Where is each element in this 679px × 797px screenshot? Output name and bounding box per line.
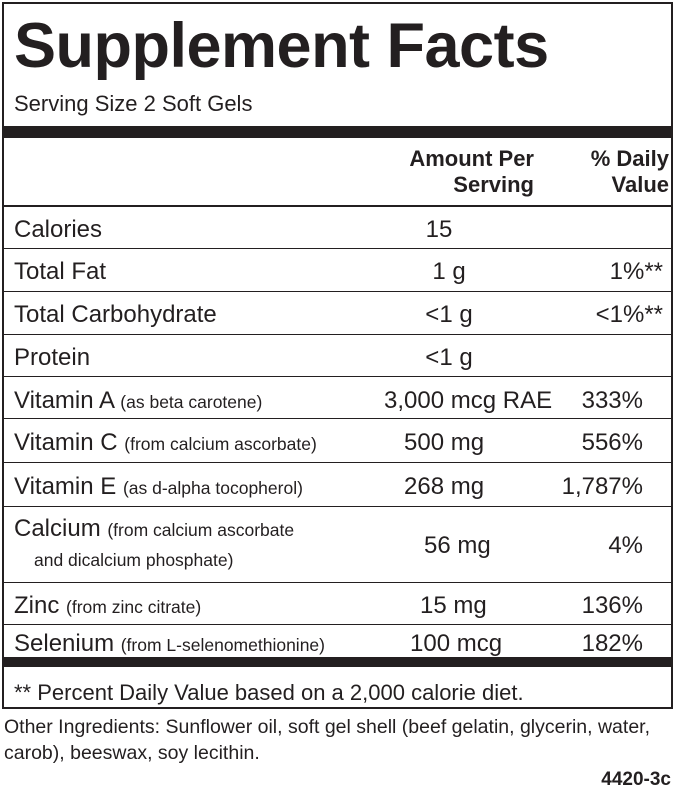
nutrient-amount: 500 mg — [404, 429, 485, 456]
nutrient-row-vitamin-e: Vitamin E (as d-alpha tocopherol) 268 mg… — [4, 463, 671, 507]
dv-header-line1: % Daily — [590, 146, 669, 171]
nutrient-name: Calcium (from calcium ascorbate — [14, 515, 295, 542]
nutrient-source: (from L-selenomethionine) — [120, 635, 325, 655]
bottom-divider-bar — [4, 657, 671, 667]
nutrient-source: (as beta carotene) — [120, 392, 263, 412]
nutrient-daily-value: 182% — [581, 630, 643, 657]
nutrient-row-zinc: Zinc (from zinc citrate) 15 mg 136% — [4, 583, 671, 625]
amount-header-line2: Serving — [453, 172, 534, 197]
nutrient-daily-value: 4% — [608, 532, 643, 559]
nutrient-amount: 268 mg — [404, 473, 485, 500]
nutrient-row-total-fat: Total Fat 1 g 1%** — [4, 249, 671, 292]
nutrient-daily-value: 333% — [581, 387, 643, 414]
nutrient-daily-value: 1,787% — [561, 473, 643, 500]
row-divider — [4, 248, 671, 249]
nutrient-row-vitamin-c: Vitamin C (from calcium ascorbate) 500 m… — [4, 419, 671, 463]
product-code: 4420-3c — [601, 769, 671, 790]
supplement-facts-panel: Supplement Facts Serving Size 2 Soft Gel… — [2, 2, 673, 709]
row-divider — [4, 334, 671, 335]
nutrient-amount: <1 g — [425, 301, 473, 328]
nutrient-source: (from calcium ascorbate — [107, 520, 295, 540]
nutrient-daily-value: 556% — [581, 429, 643, 456]
row-divider — [4, 418, 671, 419]
row-divider — [4, 582, 671, 583]
row-divider — [4, 506, 671, 507]
nutrient-row-calories: Calories 15 — [4, 207, 671, 249]
other-ingredients: Other Ingredients: Sunflower oil, soft g… — [4, 716, 651, 764]
row-divider — [4, 462, 671, 463]
daily-value-header: % Daily Value — [559, 146, 669, 198]
nutrient-amount: 3,000 mcg RAE — [384, 387, 553, 414]
nutrient-amount: 1 g — [432, 258, 466, 285]
dv-header-line2: Value — [611, 172, 669, 197]
row-divider — [4, 376, 671, 377]
nutrient-daily-value: 1%** — [609, 258, 663, 285]
nutrient-source: (from zinc citrate) — [66, 597, 202, 617]
row-divider — [4, 291, 671, 292]
amount-header-line1: Amount Per — [409, 146, 534, 171]
nutrient-name: Total Carbohydrate — [14, 301, 217, 328]
header-divider — [4, 205, 671, 207]
nutrient-name: Zinc (from zinc citrate) — [14, 592, 202, 619]
nutrient-row-total-carbohydrate: Total Carbohydrate <1 g <1%** — [4, 292, 671, 335]
panel-title: Supplement Facts — [14, 11, 549, 81]
nutrient-name: Vitamin E (as d-alpha tocopherol) — [14, 473, 303, 500]
serving-size: Serving Size 2 Soft Gels — [14, 91, 253, 116]
nutrient-amount: 15 mg — [420, 592, 487, 619]
nutrient-daily-value: 136% — [581, 592, 643, 619]
nutrient-row-calcium: Calcium (from calcium ascorbate and dica… — [4, 507, 671, 583]
nutrient-amount: 100 mcg — [410, 630, 503, 657]
nutrient-name: Protein — [14, 344, 91, 371]
nutrient-row-protein: Protein <1 g — [4, 335, 671, 377]
nutrient-name: Calories — [14, 216, 103, 243]
row-divider — [4, 624, 671, 625]
daily-value-footnote: ** Percent Daily Value based on a 2,000 … — [14, 680, 524, 705]
nutrient-source-line2: and dicalcium phosphate) — [34, 550, 234, 570]
nutrient-name: Selenium (from L-selenomethionine) — [14, 630, 325, 657]
nutrient-row-vitamin-a: Vitamin A (as beta carotene) 3,000 mcg R… — [4, 377, 671, 419]
nutrient-name: Total Fat — [14, 258, 107, 285]
nutrient-row-selenium: Selenium (from L-selenomethionine) 100 m… — [4, 625, 671, 657]
nutrient-source: (from calcium ascorbate) — [124, 434, 317, 454]
header-row — [4, 138, 671, 207]
nutrient-amount: <1 g — [425, 344, 473, 371]
nutrient-source: (as d-alpha tocopherol) — [122, 478, 303, 498]
top-divider-bar — [4, 126, 671, 138]
nutrient-amount: 15 — [425, 216, 453, 243]
nutrient-name: Vitamin A (as beta carotene) — [14, 387, 263, 414]
nutrient-name: Vitamin C (from calcium ascorbate) — [14, 429, 317, 456]
amount-per-serving-header: Amount Per Serving — [344, 146, 534, 198]
nutrient-daily-value: <1%** — [595, 301, 663, 328]
nutrient-amount: 56 mg — [424, 532, 491, 559]
